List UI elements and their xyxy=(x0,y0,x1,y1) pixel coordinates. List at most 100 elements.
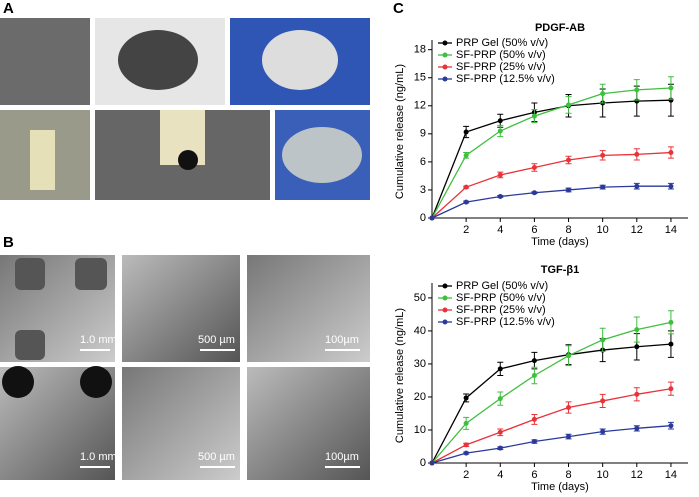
legend-marker xyxy=(442,307,448,313)
marker xyxy=(531,416,537,422)
x-tick-label: 10 xyxy=(597,224,609,236)
x-tick-label: 14 xyxy=(665,224,677,236)
y-axis-label: Cumulative release (ng/mL) xyxy=(394,308,406,443)
marker xyxy=(497,429,503,435)
scale-label: 100µm xyxy=(325,451,359,463)
marker xyxy=(566,102,572,108)
scale-label: 100µm xyxy=(325,334,359,346)
x-tick-label: 4 xyxy=(497,469,503,481)
marker xyxy=(497,128,503,134)
scale-label: 500 µm xyxy=(198,451,235,463)
photos-a xyxy=(0,18,370,200)
x-tick-label: 6 xyxy=(531,224,537,236)
marker xyxy=(429,460,435,466)
y-tick-label: 18 xyxy=(414,44,426,56)
marker xyxy=(531,358,537,364)
marker xyxy=(668,150,674,156)
x-tick-label: 8 xyxy=(565,224,571,236)
y-tick-label: 20 xyxy=(414,391,426,403)
marker xyxy=(668,386,674,392)
chart-title: TGF-β1 xyxy=(541,264,580,276)
marker xyxy=(497,445,503,451)
legend-label: SF-PRP (25% v/v) xyxy=(456,61,546,73)
legend-label: SF-PRP (50% v/v) xyxy=(456,292,546,304)
legend-label: SF-PRP (12.5% v/v) xyxy=(456,316,555,328)
series-line xyxy=(431,425,671,464)
marker xyxy=(531,439,537,445)
series-line xyxy=(431,388,672,464)
x-tick-label: 10 xyxy=(597,469,609,481)
x-tick-label: 2 xyxy=(463,224,469,236)
marker xyxy=(463,152,469,158)
marker xyxy=(668,183,674,189)
y-tick-label: 15 xyxy=(414,72,426,84)
y-tick-label: 3 xyxy=(420,184,426,196)
y-tick-label: 0 xyxy=(420,457,426,469)
marker xyxy=(600,429,606,435)
marker xyxy=(463,129,469,135)
marker xyxy=(531,165,537,171)
legend-label: PRP Gel (50% v/v) xyxy=(456,280,548,292)
marker xyxy=(600,398,606,404)
x-tick-label: 12 xyxy=(631,469,643,481)
y-tick-label: 10 xyxy=(414,424,426,436)
x-axis-label: Time (days) xyxy=(531,481,589,493)
marker xyxy=(634,391,640,397)
legend-label: PRP Gel (50% v/v) xyxy=(456,37,548,49)
legend-marker xyxy=(442,52,448,58)
x-axis-label: Time (days) xyxy=(531,236,589,248)
y-tick-label: 9 xyxy=(420,128,426,140)
marker xyxy=(634,183,640,189)
panel-label: A xyxy=(3,0,14,17)
marker xyxy=(497,172,503,178)
x-tick-label: 2 xyxy=(463,469,469,481)
y-tick-label: 40 xyxy=(414,325,426,337)
y-tick-label: 50 xyxy=(414,292,426,304)
marker xyxy=(463,442,469,448)
marker xyxy=(497,118,503,124)
marker xyxy=(429,215,435,221)
legend-marker xyxy=(442,283,448,289)
legend-label: SF-PRP (50% v/v) xyxy=(456,49,546,61)
marker xyxy=(634,327,640,333)
sem-images xyxy=(0,255,370,480)
marker xyxy=(497,193,503,199)
legend-marker xyxy=(442,319,448,325)
x-tick-label: 6 xyxy=(531,469,537,481)
marker xyxy=(668,85,674,91)
legend-label: SF-PRP (25% v/v) xyxy=(456,304,546,316)
legend-marker xyxy=(442,40,448,46)
marker xyxy=(463,199,469,205)
series-line xyxy=(431,185,671,219)
marker xyxy=(600,337,606,343)
marker xyxy=(497,366,503,372)
chart-title: PDGF-AB xyxy=(535,22,585,34)
marker xyxy=(497,396,503,402)
marker xyxy=(668,341,674,347)
marker xyxy=(566,353,572,359)
marker xyxy=(566,187,572,193)
legend-marker xyxy=(442,64,448,70)
y-tick-label: 0 xyxy=(420,212,426,224)
marker xyxy=(566,157,572,163)
legend-marker xyxy=(442,295,448,301)
marker xyxy=(566,405,572,411)
legend-marker xyxy=(442,76,448,82)
series-line xyxy=(431,343,671,464)
x-tick-label: 14 xyxy=(665,469,677,481)
marker xyxy=(566,434,572,440)
marker xyxy=(531,373,537,378)
marker xyxy=(634,87,640,93)
y-axis-label: Cumulative release (ng/mL) xyxy=(394,64,406,199)
scale-label: 1.0 mm xyxy=(80,451,117,463)
marker xyxy=(463,420,469,426)
scale-label: 500 µm xyxy=(198,334,235,346)
marker xyxy=(668,319,674,325)
marker xyxy=(463,450,469,456)
marker xyxy=(600,91,606,97)
x-tick-label: 4 xyxy=(497,224,503,236)
y-tick-label: 6 xyxy=(420,156,426,168)
marker xyxy=(668,423,674,429)
marker xyxy=(531,190,537,196)
